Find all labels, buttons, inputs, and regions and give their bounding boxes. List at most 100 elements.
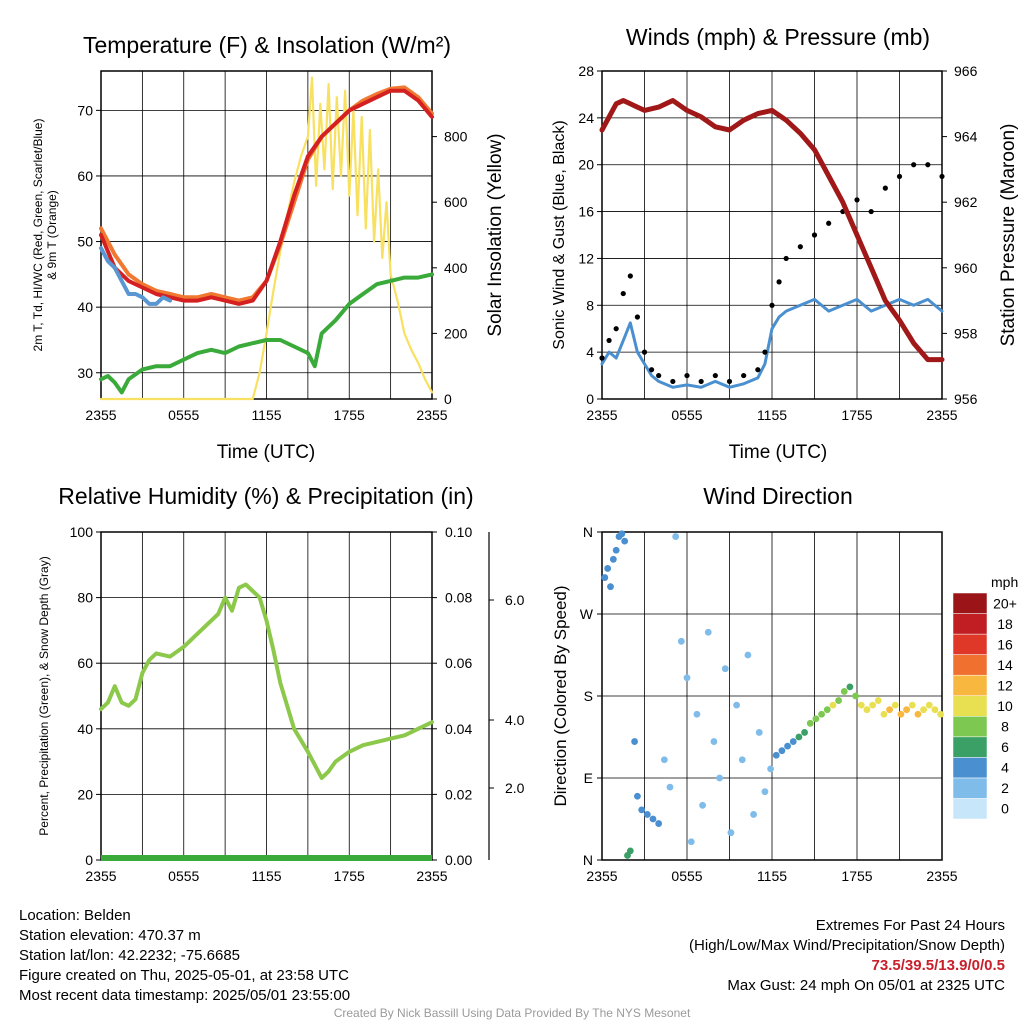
latlon-text: Station lat/lon: 42.2232; -75.6685 [19, 947, 241, 964]
y-tick-label-right-1-3: 962 [954, 194, 978, 210]
temp-series-3 [99, 272, 434, 395]
y-tick-label-left-2-1: 20 [77, 786, 93, 802]
y-tick-label-right-0-2: 400 [444, 260, 468, 276]
gust-dot-14 [741, 372, 747, 379]
colorbar-label-2: 4 [1001, 760, 1009, 776]
gust-dot-27 [896, 173, 903, 180]
y-tick-label-left-0-4: 70 [77, 102, 93, 118]
y-tick-label-right-0-0: 0 [444, 391, 452, 407]
plot-layer: 2355 0555 1155 1755 235530405060700200400600… [70, 63, 1017, 884]
y-tick-label-right-1-5: 966 [954, 63, 978, 79]
gust-dot-4 [627, 273, 633, 279]
colorbar-swatch-3 [952, 736, 988, 758]
precip-tick-label-4: 0.08 [445, 590, 472, 606]
x-tick-label-3-1: 0555 [671, 868, 702, 884]
direction-point-37 [778, 747, 786, 755]
temp-xlabel: Time (UTC) [217, 442, 316, 463]
x-tick-label-0-2: 1155 [251, 407, 281, 423]
y-tick-label-left-2-2: 40 [77, 721, 93, 737]
direction-title: Wind Direction [703, 483, 853, 509]
gust-dot-22 [826, 220, 832, 226]
colorbar-swatch-7 [952, 654, 988, 676]
direction-point-7 [621, 537, 629, 545]
y-tick-label-left-0-3: 60 [77, 168, 93, 184]
x-tick-label-1-1: 0555 [671, 407, 702, 423]
x-tick-label-2-1: 0555 [168, 868, 199, 884]
temp-series-0 [99, 88, 434, 306]
gust-dot-21 [811, 232, 818, 238]
gust-dot-11 [698, 378, 704, 385]
snow-tick-label-0: 2.0 [505, 780, 525, 796]
gust-dot-12 [712, 372, 718, 379]
direction-point-0 [601, 574, 609, 581]
extremes-subtitle: (High/Low/Max Wind/Precipitation/Snow De… [689, 937, 1005, 954]
pressure-line [599, 98, 945, 363]
y-tick-label-right-1-1: 958 [954, 325, 978, 341]
direction-point-65 [937, 710, 944, 718]
precip-tick-label-5: 0.10 [445, 524, 472, 540]
x-tick-label-0-3: 1755 [334, 407, 365, 423]
direction-point-14 [649, 815, 657, 823]
direction-point-60 [908, 701, 916, 709]
y-tick-label-left-2-4: 80 [77, 590, 93, 606]
precip-tick-label-1: 0.02 [445, 786, 472, 802]
precip-bar [101, 855, 432, 861]
humidity-ylabel-left: Percent, Precipitation (Green), & Snow D… [37, 556, 51, 835]
dir-tick-label-0: N [583, 852, 593, 868]
direction-point-56 [886, 706, 893, 714]
y-tick-label-left-2-0: 0 [85, 852, 93, 868]
gust-dot-28 [911, 162, 917, 168]
gust-dot-17 [769, 302, 775, 308]
x-tick-label-1-2: 1155 [757, 407, 787, 423]
direction-point-51 [857, 701, 865, 709]
direction-point-55 [880, 710, 888, 718]
direction-point-10 [631, 738, 638, 745]
temp-ylabel-right: Solar Insolation (Yellow) [485, 133, 506, 336]
direction-point-46 [829, 701, 837, 709]
x-tick-label-1-3: 1755 [841, 407, 872, 423]
gust-dot-19 [783, 255, 789, 262]
y-tick-label-left-1-5: 20 [578, 157, 594, 173]
y-tick-label-left-0-0: 30 [77, 365, 93, 381]
gust-dot-18 [776, 279, 782, 285]
dir-tick-label-4: N [583, 524, 593, 540]
gust-dot-0 [599, 355, 605, 361]
gust-dot-9 [670, 378, 676, 385]
direction-point-30 [738, 756, 746, 764]
y-tick-label-left-1-4: 16 [578, 204, 594, 220]
gust-dot-30 [939, 173, 945, 180]
y-tick-label-left-1-6: 24 [578, 110, 594, 126]
temperature-title: Temperature (F) & Insolation (W/m²) [83, 32, 451, 58]
direction-point-20 [683, 674, 691, 682]
winds-ylabel-right: Station Pressure (Maroon) [998, 124, 1019, 347]
direction-point-35 [767, 765, 774, 773]
colorbar-label-5: 10 [997, 698, 1013, 714]
x-tick-label-0-1: 0555 [168, 407, 199, 423]
x-tick-label-2-0: 2355 [85, 868, 116, 884]
temp-ylabel-left-2: & 9m T (Orange) [45, 190, 59, 280]
y-tick-label-left-2-5: 100 [70, 524, 94, 540]
direction-point-43 [812, 715, 820, 723]
dir-tick-label-3: W [580, 606, 594, 622]
colorbar-label-10: 20+ [993, 595, 1017, 611]
gust-dot-29 [925, 162, 931, 168]
direction-point-58 [897, 710, 905, 718]
temp-series-2 [99, 246, 172, 306]
direction-point-59 [903, 706, 910, 714]
direction-point-26 [716, 774, 723, 782]
recent-data-text: Most recent data timestamp: 2025/05/01 2… [19, 987, 351, 1004]
direction-point-21 [687, 838, 695, 846]
rh-line [99, 582, 434, 780]
precip-tick-label-3: 0.06 [445, 655, 472, 671]
gust-dot-16 [762, 349, 768, 355]
colorbar-label-4: 8 [1001, 719, 1009, 735]
direction-point-36 [772, 751, 780, 759]
direction-point-23 [699, 801, 706, 809]
direction-point-24 [704, 628, 712, 636]
winds-title: Winds (mph) & Pressure (mb) [626, 24, 930, 50]
winds-ylabel-left: Sonic Wind & Gust (Blue, Black) [551, 120, 568, 349]
direction-point-62 [920, 706, 927, 714]
dir-tick-label-2: S [584, 688, 593, 704]
direction-point-47 [835, 697, 842, 704]
